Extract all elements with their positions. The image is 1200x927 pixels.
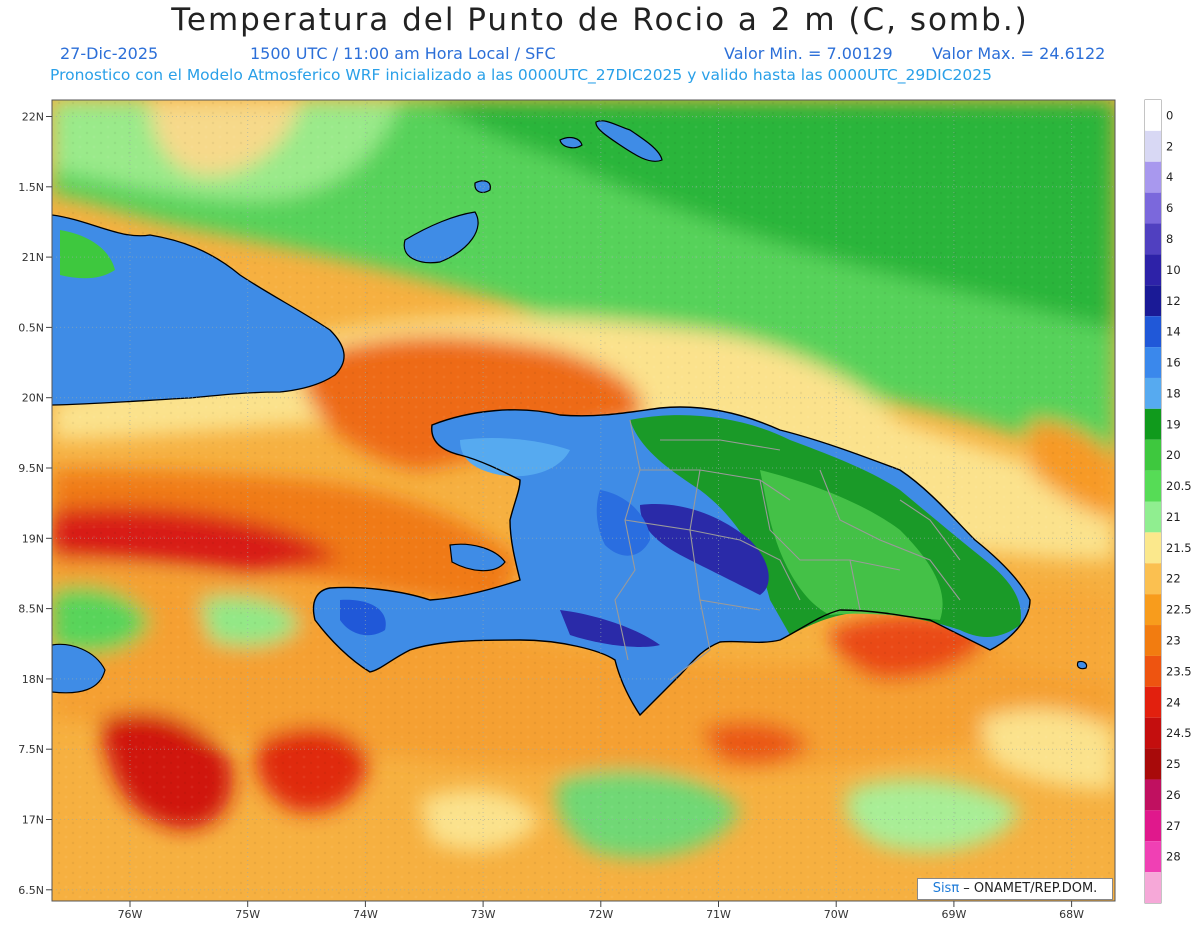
colorbar-label: 4 bbox=[1166, 170, 1173, 184]
lon-tick-label: 72W bbox=[588, 908, 613, 921]
colorbar-label: 20 bbox=[1166, 448, 1181, 462]
colorbar-label: 0 bbox=[1166, 108, 1173, 122]
colorbar-label: 23.5 bbox=[1166, 664, 1192, 678]
colorbar-label: 14 bbox=[1166, 325, 1181, 339]
colorbar-swatch bbox=[1145, 408, 1161, 440]
lon-tick-label: 70W bbox=[824, 908, 849, 921]
lon-tick-label: 76W bbox=[118, 908, 143, 921]
colorbar-label: 24 bbox=[1166, 695, 1181, 709]
colorbar-swatch bbox=[1145, 625, 1161, 656]
lat-tick-label: 7.5N bbox=[18, 743, 44, 756]
lat-tick-label: 20N bbox=[22, 392, 44, 405]
lon-tick-label: 68W bbox=[1059, 908, 1084, 921]
lat-tick-label: 8.5N bbox=[18, 603, 44, 616]
colorbar-swatch bbox=[1145, 100, 1161, 131]
lon-tick-label: 75W bbox=[235, 908, 260, 921]
colorbar-swatch bbox=[1145, 285, 1161, 317]
colorbar-swatch bbox=[1145, 563, 1161, 595]
colorbar-swatch bbox=[1145, 717, 1161, 749]
colorbar-label: 22 bbox=[1166, 572, 1181, 586]
colorbar-label: 21 bbox=[1166, 510, 1181, 524]
lat-tick-label: 0.5N bbox=[18, 321, 44, 334]
colorbar-swatch bbox=[1145, 779, 1161, 811]
colorbar-swatch bbox=[1145, 748, 1161, 780]
colorbar-swatch bbox=[1145, 130, 1161, 162]
colorbar-label: 20.5 bbox=[1166, 479, 1192, 493]
colorbar-swatch bbox=[1145, 470, 1161, 502]
colorbar-legend: 024681012141618192020.52121.52222.52323.… bbox=[1144, 99, 1192, 904]
forecast-date: 27-Dic-2025 bbox=[60, 44, 159, 63]
colorbar-label: 23 bbox=[1166, 633, 1181, 647]
colorbar-swatch bbox=[1145, 439, 1161, 471]
colorbar-swatch bbox=[1145, 686, 1161, 718]
colorbar-swatch bbox=[1145, 655, 1161, 687]
bahamas-islands bbox=[403, 120, 1088, 670]
min-value: Valor Min. = 7.00129 bbox=[724, 44, 893, 63]
colorbar-label: 21.5 bbox=[1166, 541, 1192, 555]
model-info: Pronostico con el Modelo Atmosferico WRF… bbox=[50, 66, 992, 84]
colorbar-label: 22.5 bbox=[1166, 603, 1192, 617]
credit-label: Sisπ – ONAMET/REP.DOM. bbox=[917, 878, 1113, 900]
colorbar-swatch bbox=[1145, 841, 1161, 873]
colorbar-swatch bbox=[1145, 594, 1161, 626]
lat-tick-label: 9.5N bbox=[18, 462, 44, 475]
colorbar-swatch bbox=[1145, 810, 1161, 842]
colorbar-label: 26 bbox=[1166, 788, 1181, 802]
map-field bbox=[52, 100, 1115, 901]
colorbar-swatch bbox=[1145, 532, 1161, 564]
colorbar-swatch bbox=[1145, 192, 1161, 224]
lat-tick-label: 19N bbox=[22, 532, 44, 545]
lat-tick-label: 22N bbox=[22, 111, 44, 124]
colorbar-label: 18 bbox=[1166, 386, 1181, 400]
colorbar-swatch bbox=[1145, 223, 1161, 255]
lat-tick-label: 6.5N bbox=[18, 884, 44, 897]
colorbar-label: 12 bbox=[1166, 294, 1181, 308]
lat-tick-label: 17N bbox=[22, 814, 44, 827]
colorbar-label: 16 bbox=[1166, 356, 1181, 370]
forecast-time: 1500 UTC / 11:00 am Hora Local / SFC bbox=[250, 44, 556, 63]
lon-tick-label: 74W bbox=[353, 908, 378, 921]
colorbar-swatch bbox=[1145, 161, 1161, 193]
colorbar-swatch bbox=[1145, 501, 1161, 533]
lon-tick-label: 73W bbox=[471, 908, 496, 921]
colorbar-swatch bbox=[1145, 377, 1161, 409]
lon-tick-label: 71W bbox=[706, 908, 731, 921]
map-title: Temperatura del Punto de Rocio a 2 m (C,… bbox=[171, 2, 1029, 38]
colorbar-label: 6 bbox=[1166, 201, 1173, 215]
cuba-island bbox=[52, 214, 345, 406]
lat-tick-label: 21N bbox=[22, 251, 44, 264]
colorbar-swatch bbox=[1145, 872, 1161, 903]
colorbar-label: 8 bbox=[1166, 232, 1173, 246]
colorbar-label: 24.5 bbox=[1166, 726, 1192, 740]
jamaica-island bbox=[52, 643, 106, 694]
colorbar-label: 25 bbox=[1166, 757, 1181, 771]
max-value: Valor Max. = 24.6122 bbox=[932, 44, 1106, 63]
colorbar-label: 10 bbox=[1166, 263, 1181, 277]
colorbar-label: 27 bbox=[1166, 819, 1181, 833]
colorbar-label: 28 bbox=[1166, 850, 1181, 864]
colorbar-label: 2 bbox=[1166, 139, 1173, 153]
lon-tick-label: 69W bbox=[941, 908, 966, 921]
colorbar-swatch bbox=[1145, 254, 1161, 286]
colorbar-swatch bbox=[1145, 316, 1161, 348]
lat-tick-label: 1.5N bbox=[18, 181, 44, 194]
hispaniola-island bbox=[312, 406, 1031, 717]
colorbar-label: 19 bbox=[1166, 417, 1181, 431]
gonave-island bbox=[449, 543, 506, 572]
lat-tick-label: 18N bbox=[22, 673, 44, 686]
colorbar-swatch bbox=[1145, 347, 1161, 378]
